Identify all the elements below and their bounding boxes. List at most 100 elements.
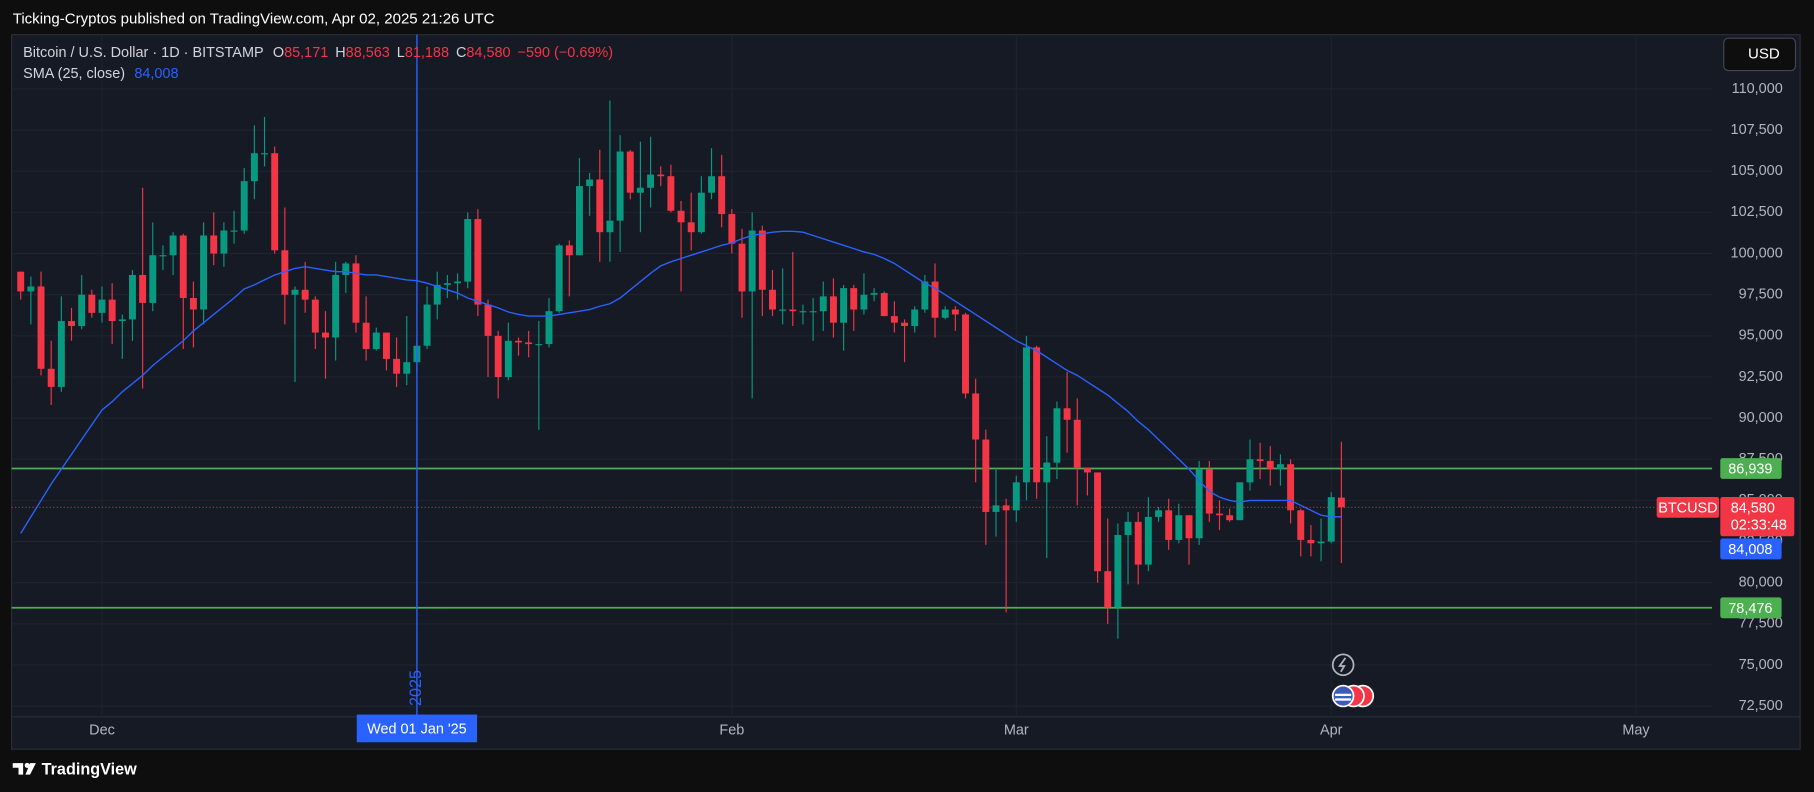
candle-body bbox=[118, 319, 126, 322]
candle-body bbox=[1256, 459, 1264, 461]
candle-body bbox=[1327, 497, 1335, 542]
candle-body bbox=[108, 299, 116, 322]
candle-body bbox=[454, 281, 462, 284]
candle-body bbox=[382, 332, 390, 359]
overlay: 72,50075,00077,50080,00082,50085,00087,5… bbox=[23, 34, 1795, 743]
candle-body bbox=[667, 176, 675, 211]
candle-body bbox=[901, 322, 909, 326]
ohlc-value: 84,580 bbox=[466, 45, 510, 61]
candle-body bbox=[525, 342, 533, 345]
candle-body bbox=[1337, 497, 1345, 508]
candle-body bbox=[1134, 521, 1142, 565]
x-tick-label: Dec bbox=[89, 723, 115, 739]
y-tick-label: 75,000 bbox=[1739, 657, 1783, 673]
event-bolt bbox=[1337, 657, 1347, 673]
candle-body bbox=[840, 288, 848, 323]
y-tick-label: 72,500 bbox=[1739, 698, 1783, 714]
candle-body bbox=[738, 243, 746, 292]
brand-logo bbox=[12, 762, 36, 775]
candle-body bbox=[1266, 460, 1274, 470]
y-tick-label: 97,500 bbox=[1739, 287, 1783, 303]
candle-body bbox=[890, 316, 898, 323]
candle-body bbox=[809, 311, 817, 313]
brand-name: TradingView bbox=[42, 760, 137, 778]
symbol-box bbox=[1656, 496, 1720, 518]
candle-body bbox=[931, 281, 939, 318]
candle-body bbox=[1104, 571, 1112, 608]
candle-body bbox=[708, 176, 715, 193]
candle-body bbox=[606, 220, 614, 233]
logo-dot bbox=[24, 762, 30, 768]
currency-button[interactable] bbox=[1723, 37, 1797, 72]
candle-body bbox=[240, 181, 248, 231]
candle-body bbox=[322, 332, 329, 338]
currency-label[interactable]: USD bbox=[1748, 45, 1780, 62]
candle-body bbox=[647, 174, 655, 188]
sma-name: SMA (25, close) bbox=[23, 66, 125, 82]
candle-body bbox=[1012, 482, 1020, 511]
level-label-box bbox=[1720, 458, 1782, 479]
candle-body bbox=[1317, 541, 1325, 544]
candle-body bbox=[200, 235, 208, 310]
candle-body bbox=[342, 263, 350, 275]
level-label-box bbox=[1720, 597, 1782, 619]
candle-body bbox=[27, 286, 35, 292]
candle-body bbox=[870, 293, 878, 295]
candle-body bbox=[819, 296, 827, 312]
candle-body bbox=[149, 255, 157, 303]
candle-body bbox=[626, 151, 634, 193]
candle-body bbox=[1033, 347, 1041, 483]
crosshair-label-box bbox=[356, 714, 478, 743]
y-tick-label: 105,000 bbox=[1731, 163, 1783, 179]
candle-body bbox=[1144, 516, 1152, 565]
candle-body bbox=[352, 263, 360, 323]
x-tick-label: Apr bbox=[1320, 723, 1343, 739]
chart-title: Ticking-Cryptos published on TradingView… bbox=[13, 11, 495, 28]
candle-body bbox=[47, 368, 55, 387]
candle-body bbox=[230, 230, 238, 232]
candle-body bbox=[1287, 464, 1295, 511]
candle-body bbox=[921, 281, 929, 310]
candle-body bbox=[789, 309, 797, 312]
candle-body bbox=[555, 245, 563, 312]
candle-body bbox=[1155, 510, 1162, 517]
level-label: 78,476 bbox=[1728, 601, 1772, 617]
candle-body bbox=[17, 271, 25, 292]
last-price-label: 84,580 bbox=[1731, 500, 1775, 516]
x-tick-label: Feb bbox=[719, 723, 744, 739]
y-tick-label: 92,500 bbox=[1739, 369, 1783, 385]
y-tick-label: 90,000 bbox=[1739, 410, 1783, 426]
candle-body bbox=[301, 289, 309, 300]
candle-body bbox=[1216, 513, 1223, 516]
countdown-label: 02:33:48 bbox=[1731, 518, 1787, 534]
candle-body bbox=[474, 219, 482, 305]
candle-body bbox=[880, 293, 888, 317]
candle-body bbox=[159, 255, 167, 257]
candle-body bbox=[657, 174, 665, 177]
candle-body bbox=[1124, 521, 1132, 535]
candle-body bbox=[718, 176, 726, 215]
candle-body bbox=[565, 245, 573, 256]
candle-body bbox=[1114, 534, 1122, 608]
flag-stripe bbox=[1335, 698, 1352, 701]
crosshair-year: 2025 bbox=[407, 670, 425, 706]
candle-body bbox=[1094, 472, 1102, 572]
event-icon[interactable] bbox=[1331, 653, 1355, 677]
change-value: −590 (−0.69%) bbox=[518, 45, 614, 61]
candle-body bbox=[1165, 510, 1173, 540]
y-tick-label: 100,000 bbox=[1731, 245, 1783, 261]
candle-body bbox=[982, 439, 990, 512]
candle-body bbox=[850, 288, 858, 310]
candle-body bbox=[748, 230, 756, 292]
candle-body bbox=[291, 289, 299, 295]
sma-value: 84,008 bbox=[134, 66, 178, 82]
candle-body bbox=[372, 332, 380, 350]
candle-body bbox=[128, 274, 136, 320]
candle-body bbox=[210, 235, 218, 254]
candle-body bbox=[829, 296, 837, 323]
candle-body bbox=[504, 340, 512, 378]
candle-body bbox=[139, 274, 147, 303]
candle-body bbox=[586, 179, 594, 187]
candle-body bbox=[769, 289, 776, 310]
